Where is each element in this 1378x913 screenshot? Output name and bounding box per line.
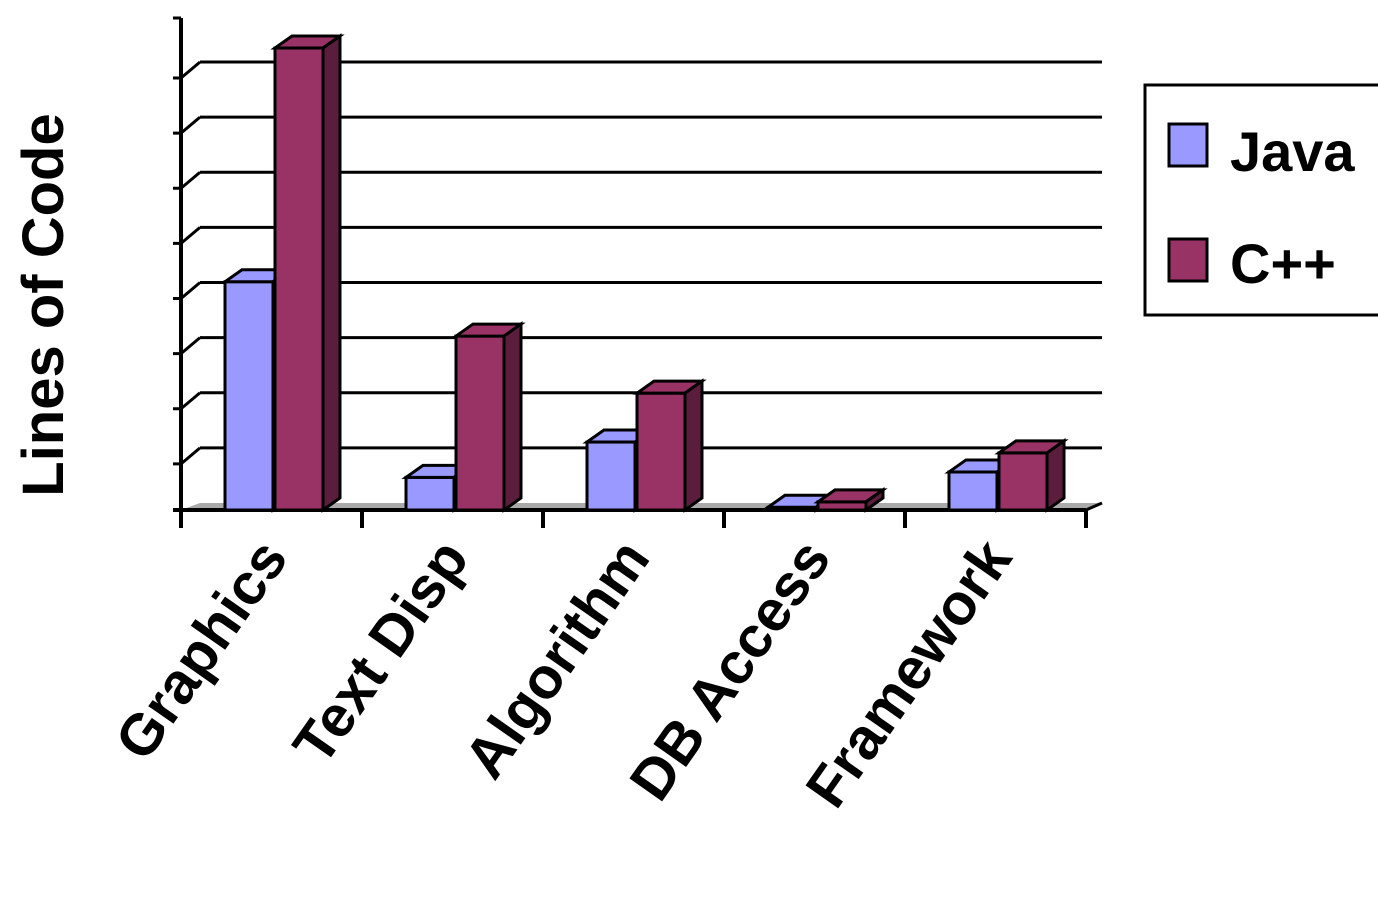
bar-side xyxy=(864,486,885,513)
bar-c-db-access xyxy=(813,486,888,513)
bar-front xyxy=(454,334,506,512)
x-tick-label-text-disp: Text Disp xyxy=(281,528,482,776)
bar-side xyxy=(683,378,704,513)
x-axis-depth xyxy=(1085,501,1103,512)
legend-swatch-cpp xyxy=(1167,237,1209,283)
bar-front xyxy=(947,470,999,512)
bar-front xyxy=(273,46,325,512)
bar-c-graphics xyxy=(270,33,345,513)
bar-c-text-disp xyxy=(451,321,526,513)
grid-diagonal xyxy=(180,115,201,135)
bar-front xyxy=(404,475,456,512)
bar-front xyxy=(635,391,687,512)
bar-front xyxy=(585,440,637,512)
bar-c-framework xyxy=(994,438,1069,513)
bar-side xyxy=(1045,438,1066,513)
legend: Java C++ xyxy=(1143,83,1378,317)
bar-side xyxy=(502,321,523,513)
bar-front xyxy=(223,280,275,512)
grid-diagonal xyxy=(180,281,201,300)
grid-diagonal xyxy=(180,336,201,355)
bar-side xyxy=(321,33,342,513)
legend-label-cpp: C++ xyxy=(1230,232,1336,295)
grid-diagonal xyxy=(180,226,201,245)
legend-label-java: Java xyxy=(1230,120,1355,183)
grid-diagonal xyxy=(180,60,201,80)
x-tick-label-algorithm: Algorithm xyxy=(452,528,662,790)
grid-diagonal xyxy=(180,446,201,466)
bars xyxy=(220,33,1069,513)
bar-front xyxy=(997,451,1049,512)
grid-diagonal xyxy=(180,391,201,410)
y-axis-title: Lines of Code xyxy=(11,113,76,496)
bar-c-algorithm xyxy=(632,378,707,513)
legend-swatch-java xyxy=(1167,122,1209,168)
grid-diagonal xyxy=(180,171,201,190)
x-tick-label-graphics: Graphics xyxy=(103,528,300,771)
